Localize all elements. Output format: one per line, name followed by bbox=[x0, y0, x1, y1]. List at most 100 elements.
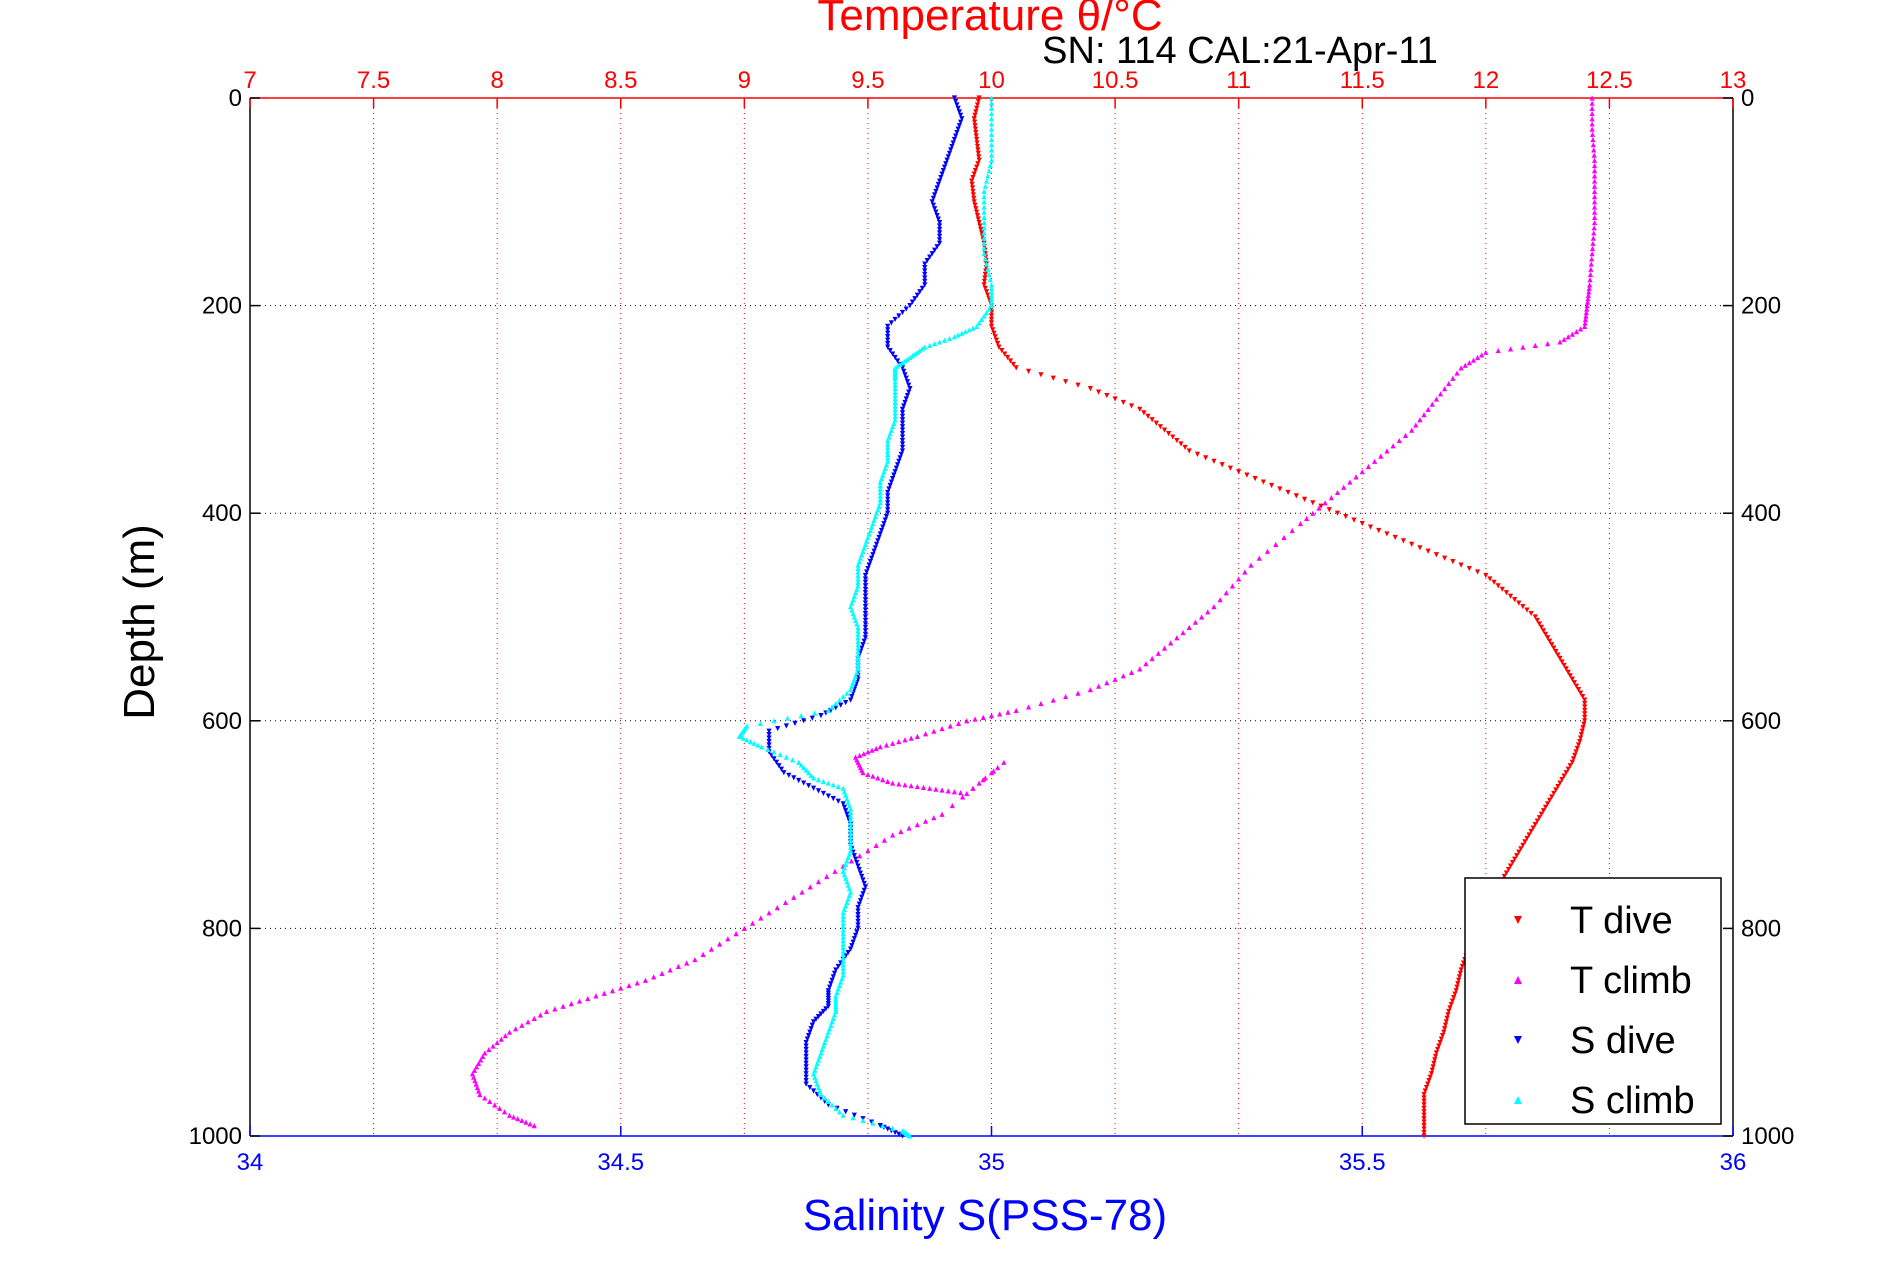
data-point bbox=[1545, 341, 1551, 347]
data-point bbox=[1538, 624, 1545, 630]
data-point bbox=[747, 738, 754, 745]
data-point bbox=[833, 700, 839, 707]
data-point bbox=[1277, 486, 1283, 492]
data-point bbox=[862, 583, 869, 589]
data-point bbox=[974, 140, 980, 146]
data-point bbox=[971, 195, 977, 201]
data-point bbox=[981, 194, 987, 200]
data-point bbox=[938, 174, 944, 181]
data-point bbox=[855, 908, 861, 914]
data-point bbox=[946, 335, 953, 342]
data-point bbox=[855, 915, 861, 921]
data-point bbox=[1458, 967, 1464, 973]
data-point bbox=[1421, 1133, 1427, 1139]
data-point bbox=[585, 995, 591, 1002]
data-point bbox=[692, 956, 698, 963]
data-point bbox=[810, 1088, 817, 1094]
data-point bbox=[892, 406, 898, 412]
data-point bbox=[1585, 296, 1591, 302]
data-point bbox=[885, 441, 891, 447]
data-point bbox=[1421, 411, 1427, 418]
data-point bbox=[971, 199, 977, 205]
data-point bbox=[976, 780, 982, 786]
data-point bbox=[835, 798, 841, 804]
data-point bbox=[936, 237, 943, 243]
data-point bbox=[855, 562, 861, 568]
data-point bbox=[883, 514, 890, 520]
temperature-tick-label: 7 bbox=[243, 67, 256, 94]
data-point bbox=[1180, 629, 1186, 636]
data-point bbox=[828, 981, 834, 987]
data-point bbox=[907, 354, 913, 361]
data-point bbox=[922, 278, 928, 284]
data-point bbox=[930, 195, 937, 201]
data-point bbox=[896, 458, 902, 464]
data-point bbox=[1001, 759, 1007, 765]
data-point bbox=[1149, 417, 1155, 423]
data-point bbox=[803, 1081, 809, 1087]
data-point bbox=[890, 740, 896, 746]
temperature-tick-label: 13 bbox=[1720, 67, 1747, 94]
data-point bbox=[939, 725, 945, 732]
temperature-tick-label: 8 bbox=[490, 67, 503, 94]
data-point bbox=[958, 789, 964, 796]
data-point bbox=[973, 206, 979, 212]
data-point bbox=[473, 1064, 480, 1070]
data-point bbox=[885, 337, 891, 343]
data-point bbox=[1580, 725, 1586, 731]
data-point bbox=[855, 645, 861, 651]
data-point bbox=[829, 704, 835, 710]
data-point bbox=[851, 853, 857, 859]
data-point bbox=[972, 119, 978, 125]
data-point bbox=[1591, 225, 1597, 231]
data-point bbox=[947, 723, 953, 729]
data-point bbox=[848, 809, 854, 816]
data-point bbox=[981, 219, 987, 226]
data-point bbox=[1304, 515, 1310, 521]
data-point bbox=[1542, 804, 1549, 810]
data-point bbox=[807, 1029, 813, 1035]
data-point bbox=[848, 823, 854, 829]
data-point bbox=[1549, 794, 1555, 800]
data-point bbox=[988, 142, 995, 148]
data-point bbox=[1507, 863, 1514, 869]
data-point bbox=[892, 386, 898, 392]
data-point bbox=[1421, 1098, 1427, 1104]
data-point bbox=[936, 178, 943, 184]
data-point bbox=[988, 131, 995, 137]
data-point bbox=[930, 202, 937, 208]
data-point bbox=[1203, 455, 1209, 461]
data-point bbox=[1575, 742, 1582, 748]
depth-tick-label-right: 400 bbox=[1741, 500, 1781, 527]
data-point bbox=[981, 199, 987, 205]
data-point bbox=[815, 777, 822, 783]
data-point bbox=[936, 219, 943, 226]
data-point bbox=[1211, 604, 1217, 610]
data-point bbox=[477, 1091, 483, 1098]
data-point bbox=[675, 963, 682, 970]
data-point bbox=[1143, 661, 1149, 667]
data-point bbox=[857, 853, 863, 859]
data-point bbox=[1551, 790, 1557, 797]
data-point bbox=[988, 147, 995, 153]
data-point bbox=[1428, 1071, 1435, 1077]
data-point bbox=[859, 894, 865, 900]
data-point bbox=[810, 785, 817, 791]
data-point bbox=[1569, 676, 1575, 682]
data-point bbox=[825, 1098, 831, 1104]
data-point bbox=[885, 451, 891, 457]
data-point bbox=[855, 863, 861, 869]
data-point bbox=[1120, 399, 1126, 406]
data-point bbox=[1112, 396, 1118, 402]
data-point bbox=[1155, 650, 1161, 656]
data-point bbox=[848, 827, 854, 833]
data-point bbox=[892, 403, 898, 409]
data-point bbox=[803, 1050, 809, 1056]
data-point bbox=[856, 901, 862, 907]
data-point bbox=[1547, 797, 1553, 803]
data-point bbox=[840, 693, 846, 700]
data-point bbox=[857, 870, 864, 876]
data-point bbox=[1104, 392, 1110, 399]
data-point bbox=[897, 361, 903, 368]
data-point bbox=[888, 479, 894, 485]
